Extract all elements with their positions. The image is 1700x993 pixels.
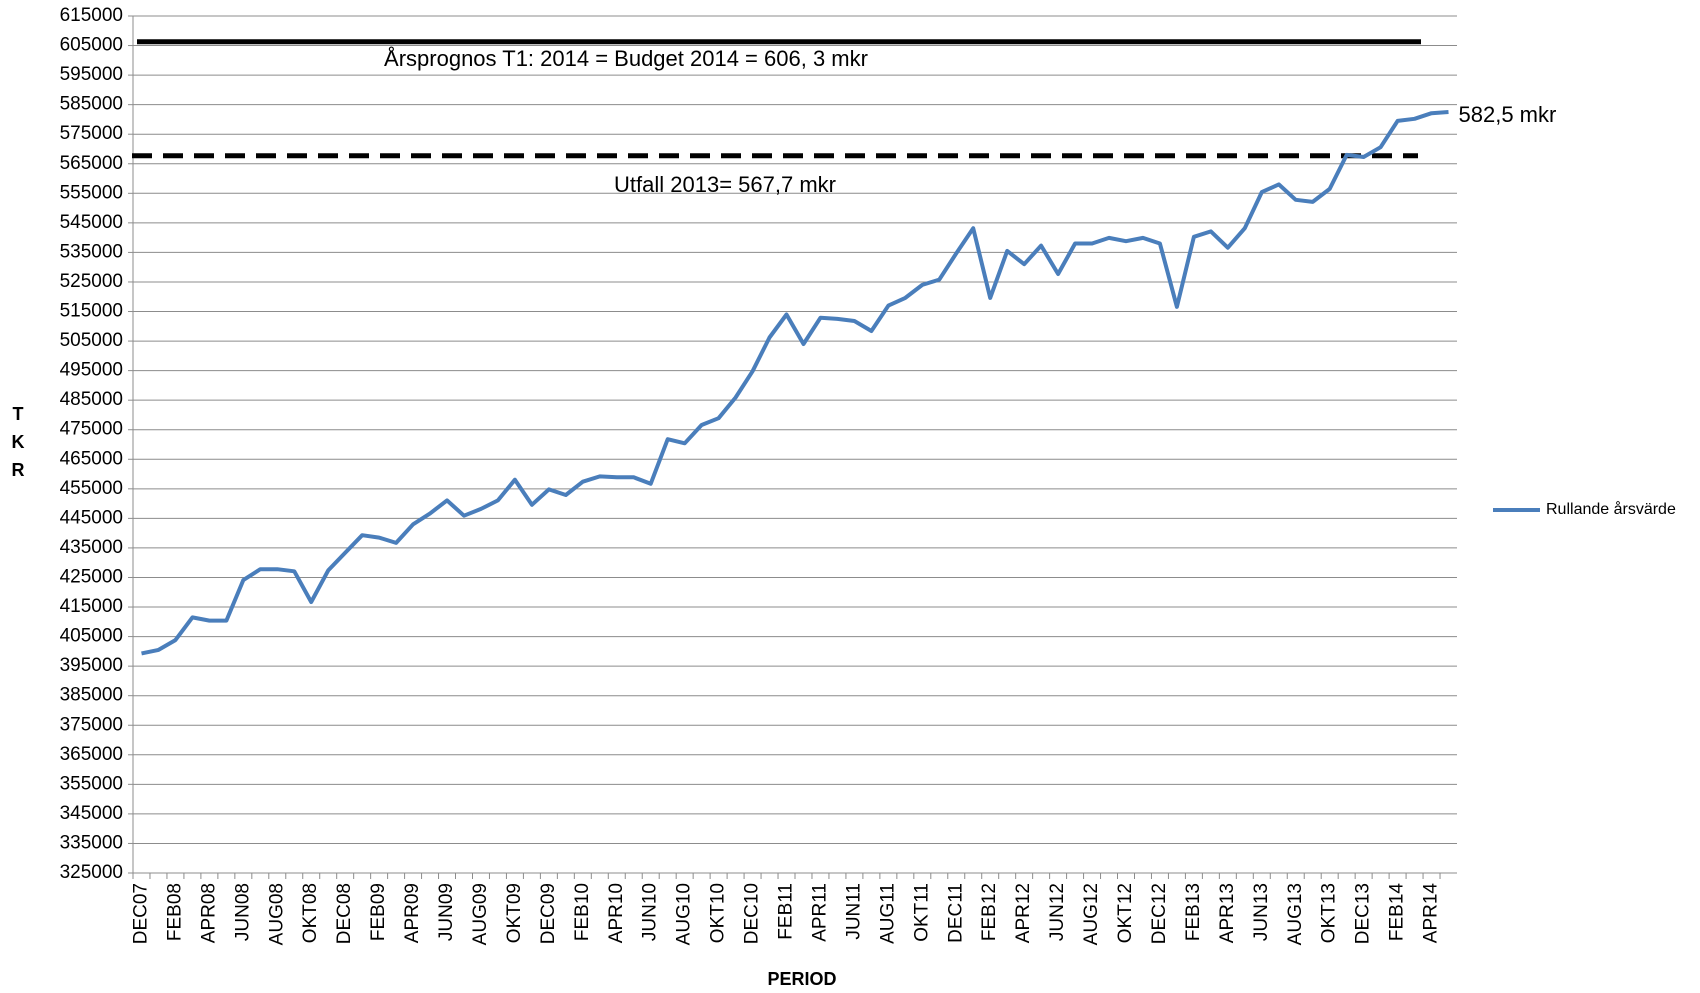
y-tick-label: 445000 xyxy=(60,507,123,528)
y-tick-label: 325000 xyxy=(60,862,123,883)
y-tick-label: 555000 xyxy=(60,182,123,203)
y-tick-label: 575000 xyxy=(60,123,123,144)
x-tick-label: APR09 xyxy=(402,883,423,943)
x-tick-label: JUN12 xyxy=(1047,883,1068,941)
y-tick-label: 375000 xyxy=(60,714,123,735)
x-tick-label: APR10 xyxy=(606,883,627,943)
x-tick-label: DEC10 xyxy=(742,883,763,944)
y-tick-label: 425000 xyxy=(60,566,123,587)
x-tick-label: AUG13 xyxy=(1285,883,1306,945)
y-tick-label: 395000 xyxy=(60,655,123,676)
x-tick-label: DEC11 xyxy=(945,883,966,943)
y-tick-label: 355000 xyxy=(60,773,123,794)
y-tick-label: 615000 xyxy=(60,5,123,26)
x-tick-label: OKT12 xyxy=(1115,883,1136,943)
y-tick-label: 595000 xyxy=(60,64,123,85)
x-tick-label: APR11 xyxy=(809,883,830,942)
x-tick-label: AUG11 xyxy=(877,883,898,944)
y-tick-label: 455000 xyxy=(60,478,123,499)
y-tick-label: 545000 xyxy=(60,212,123,233)
x-tick-label: JUN08 xyxy=(232,883,253,941)
y-tick-label: 515000 xyxy=(60,301,123,322)
x-tick-label: APR08 xyxy=(198,883,219,943)
x-tick-label: AUG10 xyxy=(674,883,695,945)
y-tick-label: 605000 xyxy=(60,35,123,56)
end-label: 582,5 mkr xyxy=(1459,102,1557,127)
y-tick-label: 385000 xyxy=(60,685,123,706)
x-tick-label: OKT10 xyxy=(708,883,729,943)
series-line xyxy=(141,110,1449,656)
y-tick-label: 525000 xyxy=(60,271,123,292)
x-tick-label: APR13 xyxy=(1217,883,1238,943)
x-tick-label: FEB09 xyxy=(368,883,389,941)
x-tick-label: DEC08 xyxy=(334,883,355,944)
x-tick-label: AUG08 xyxy=(266,883,287,945)
x-tick-label: FEB14 xyxy=(1387,883,1408,942)
reference-label: Utfall 2013= 567,7 mkr xyxy=(614,172,836,197)
x-tick-label: OKT11 xyxy=(911,883,932,942)
x-tick-label: DEC13 xyxy=(1353,883,1374,944)
y-tick-label: 495000 xyxy=(60,360,123,381)
y-tick-label: 535000 xyxy=(60,241,123,262)
x-tick-label: AUG09 xyxy=(470,883,491,945)
x-axis-title: PERIOD xyxy=(767,969,836,989)
legend-label: Rullande årsvärde xyxy=(1546,500,1676,518)
x-tick-label: FEB13 xyxy=(1183,883,1204,941)
y-tick-label: 565000 xyxy=(60,153,123,174)
x-tick-label: JUN13 xyxy=(1251,883,1272,941)
y-tick-label: 365000 xyxy=(60,744,123,765)
x-tick-label: FEB11 xyxy=(776,883,797,940)
x-tick-label: APR14 xyxy=(1421,883,1442,944)
y-tick-label: 435000 xyxy=(60,537,123,558)
y-tick-label: 405000 xyxy=(60,626,123,647)
y-tick-label: 585000 xyxy=(60,94,123,115)
reference-label: Årsprognos T1: 2014 = Budget 2014 = 606,… xyxy=(384,46,868,71)
x-tick-label: AUG12 xyxy=(1081,883,1102,945)
x-tick-label: JUN09 xyxy=(436,883,457,941)
y-tick-label: 505000 xyxy=(60,330,123,351)
x-tick-label: OKT08 xyxy=(300,883,321,943)
x-tick-label: OKT13 xyxy=(1319,883,1340,943)
y-tick-label: 475000 xyxy=(60,419,123,440)
x-tick-label: DEC09 xyxy=(538,883,559,944)
x-tick-label: FEB12 xyxy=(979,883,1000,941)
x-tick-label: OKT09 xyxy=(504,883,525,943)
x-tick-label: DEC07 xyxy=(131,883,152,944)
x-tick-label: FEB10 xyxy=(572,883,593,941)
y-tick-label: 335000 xyxy=(60,832,123,853)
y-tick-label: 465000 xyxy=(60,448,123,469)
y-tick-label: 485000 xyxy=(60,389,123,410)
y-tick-label: 345000 xyxy=(60,803,123,824)
x-tick-label: APR12 xyxy=(1013,883,1034,943)
x-tick-label: JUN11 xyxy=(843,883,864,940)
x-tick-label: JUN10 xyxy=(640,883,661,941)
y-tick-label: 415000 xyxy=(60,596,123,617)
x-tick-label: FEB08 xyxy=(164,883,185,941)
x-tick-label: DEC12 xyxy=(1149,883,1170,944)
